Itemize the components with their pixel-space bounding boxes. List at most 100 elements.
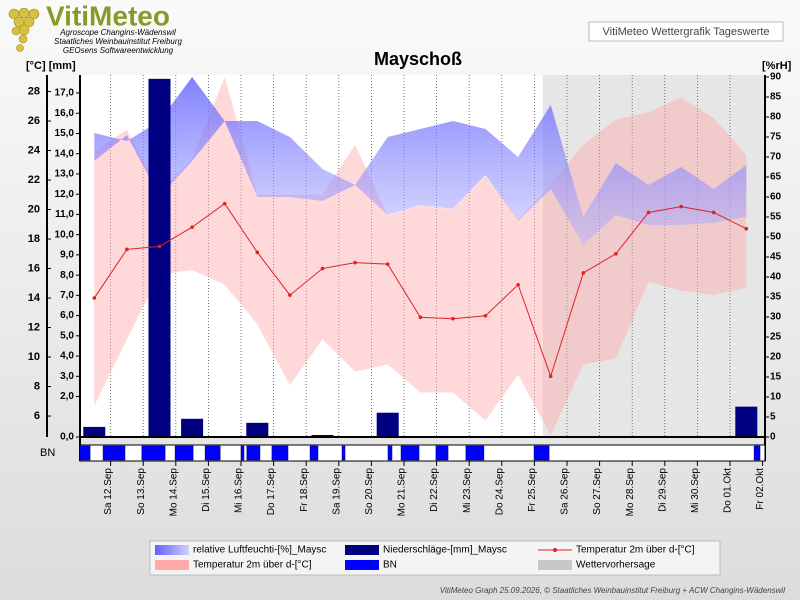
bn-block: [141, 445, 166, 461]
x-tick-label: Di 29.Sep: [657, 468, 668, 512]
precip-bar: [311, 434, 334, 437]
bn-block: [174, 445, 194, 461]
temp-point: [385, 262, 390, 266]
x-tick-label: Mo 21.Sep: [397, 468, 408, 517]
x-tick-label: Sa 19.Sep: [331, 468, 342, 515]
temp-point: [288, 293, 292, 297]
y3-tick-label: 13,0: [55, 169, 75, 180]
header-box: [588, 21, 784, 42]
y2-tick-label: 90: [770, 72, 782, 83]
y-tick-label: 12: [28, 321, 40, 333]
y2-axis-label: [%rH]: [762, 60, 792, 72]
y3-tick-label: 12,0: [55, 189, 75, 200]
x-tick-label: Di 22.Sep: [429, 468, 440, 512]
precip-bar: [376, 412, 399, 437]
x-tick-label: So 13.Sep: [136, 468, 147, 515]
bn-block: [400, 445, 420, 461]
temp-point: [614, 251, 618, 256]
legend: [149, 540, 721, 576]
y3-tick-label: 7,0: [60, 290, 74, 301]
bn-marks: [79, 445, 761, 461]
precip-bar: [246, 422, 269, 437]
y2-tick-label: 5: [770, 412, 776, 423]
x-tick-label: Do 01.Okt: [723, 468, 734, 513]
legend-label: Temperatur 2m über d-[°C]: [576, 545, 695, 556]
logo-grapes: [8, 7, 40, 52]
temp_range-band: [94, 76, 747, 436]
y3-tick-label: 8,0: [60, 270, 74, 281]
x-tick-label: Mo 28.Sep: [625, 468, 636, 517]
legend-swatch: [553, 548, 557, 552]
y2-tick-label: 60: [770, 192, 782, 203]
y3-tick-label: 10,0: [55, 229, 75, 240]
temp-point: [157, 244, 162, 249]
y3-tick-label: 11,0: [55, 209, 74, 220]
bn-block: [341, 445, 346, 461]
y-axis-label: [°C] [mm]: [26, 60, 76, 72]
legend-label: Wettervorhersage: [576, 560, 656, 571]
x-tick-label: Mi 23.Sep: [462, 468, 473, 513]
logo-line: Staatliches Weinbauinstitut Freiburg: [54, 37, 182, 46]
y-tick-label: 26: [28, 115, 40, 127]
y-tick-label: 16: [28, 262, 40, 274]
temp-point: [679, 204, 683, 209]
bn-block: [309, 445, 319, 461]
temp-point: [483, 313, 488, 318]
precip-bar: [735, 406, 758, 437]
bn-block: [204, 445, 221, 461]
humidity-band: [94, 77, 747, 245]
y-tick-label: 20: [28, 203, 40, 215]
x-tick-label: So 20.Sep: [364, 468, 375, 515]
y2-tick-label: 10: [770, 392, 782, 403]
temp-point: [255, 250, 260, 255]
y3-tick-label: 9,0: [60, 250, 74, 261]
temp-point: [581, 271, 586, 275]
bn-block: [102, 445, 126, 461]
y3-tick-label: 3,0: [60, 371, 74, 382]
x-tick-label: Fr 02.Okt: [755, 468, 766, 510]
y-tick-label: 28: [28, 85, 40, 97]
y3-tick-label: 16,0: [55, 108, 75, 119]
x-tick-label: Mi 16.Sep: [234, 468, 245, 513]
y-tick-label: 24: [28, 144, 41, 156]
legend-swatch: [538, 560, 572, 570]
x-tick-label: Fr 18.Sep: [299, 468, 310, 512]
y3-tick-label: 0,0: [60, 432, 74, 443]
temp-point: [125, 247, 129, 252]
legend-items: relative Luftfeuchti-[%]_Maysc Niederschl…: [155, 545, 695, 571]
y3-tick-label: 15,0: [55, 128, 75, 139]
y2-tick-label: 15: [770, 372, 782, 383]
y-tick-label: 10: [28, 351, 40, 363]
y2-tick-label: 0: [770, 432, 776, 443]
bn-block: [79, 445, 91, 461]
y2-tick-label: 80: [770, 112, 782, 123]
temp-point: [353, 260, 357, 265]
legend-label: relative Luftfeuchti-[%]_Maysc: [193, 545, 326, 556]
legend-swatch: [345, 545, 379, 555]
temp-point: [646, 210, 651, 215]
x-tick-label: Mi 30.Sep: [690, 468, 701, 513]
temp-point: [516, 282, 520, 287]
temp-point: [418, 315, 423, 320]
temp-point: [222, 201, 227, 206]
y2-tick-label: 45: [770, 252, 782, 263]
logo-line: GEOsens Softwareentwicklung: [63, 46, 174, 55]
temp-point: [451, 316, 455, 321]
x-tick-label: Di 15.Sep: [201, 468, 212, 512]
y3-tick-label: 14,0: [55, 148, 75, 159]
x-tick-label: Sa 12.Sep: [103, 468, 114, 515]
legend-swatch: [345, 560, 379, 570]
bn-label: BN: [40, 447, 55, 459]
forecast-area: [542, 75, 765, 437]
bn-block: [435, 445, 449, 461]
legend-swatch: [155, 545, 189, 555]
chart-title: Mayschoß: [374, 49, 462, 69]
x-tick-label: Sa 26.Sep: [560, 468, 571, 515]
bn-block: [387, 445, 393, 461]
x-tick-label: So 27.Sep: [592, 468, 603, 515]
x-tick-label: Do 24.Sep: [494, 468, 505, 516]
legend-label: Temperatur 2m über d-[°C]: [193, 560, 312, 571]
header-box-text: VitiMeteo Wettergrafik Tageswerte: [603, 26, 770, 38]
